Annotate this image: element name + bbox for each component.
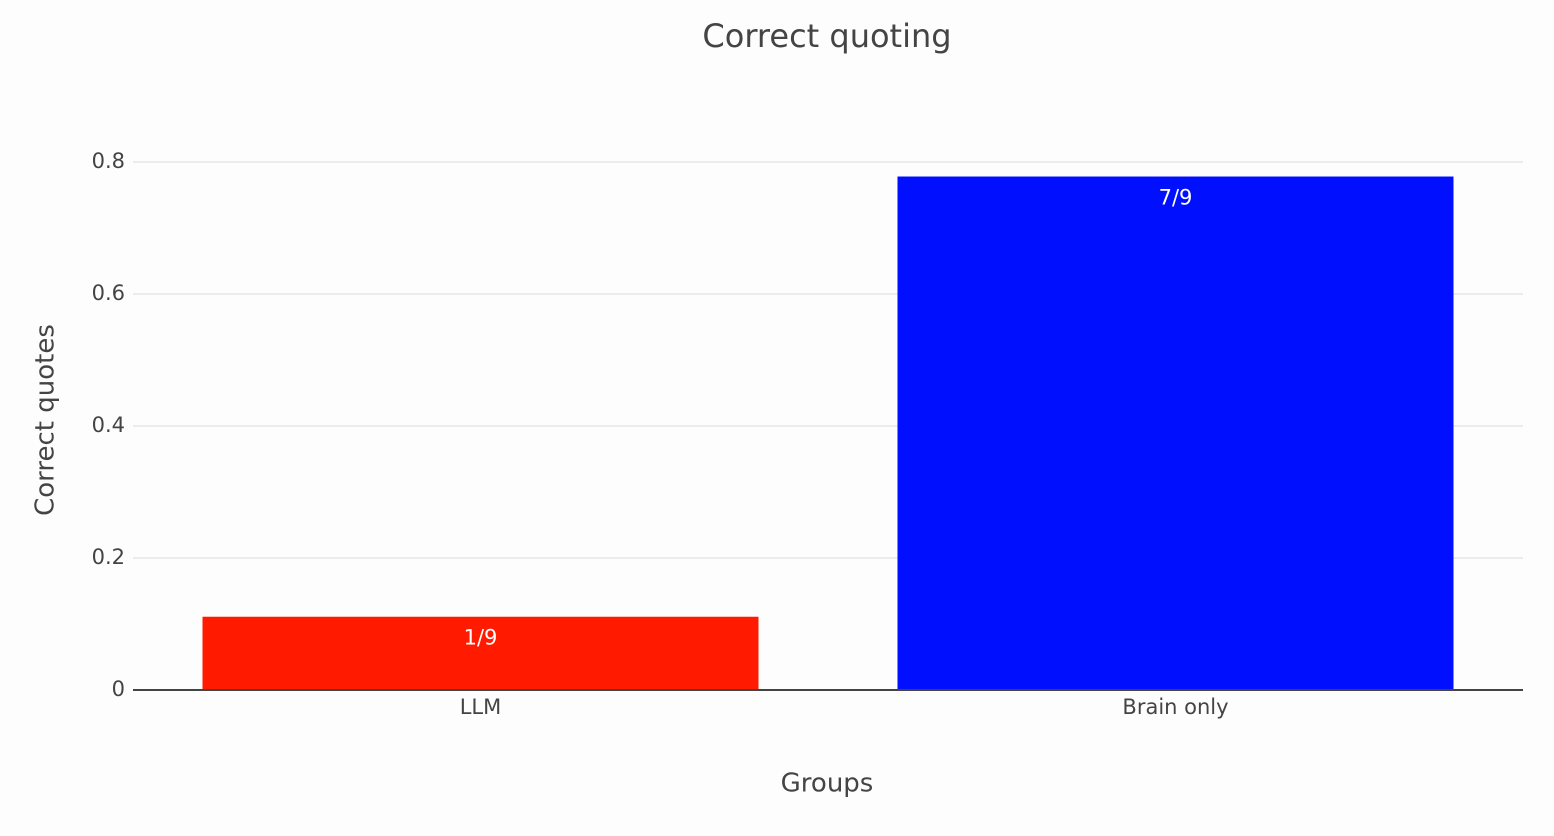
bar: [897, 176, 1454, 690]
bar: [202, 616, 759, 690]
chart-title: Correct quoting: [702, 17, 951, 55]
y-tick-label: 0: [112, 677, 125, 701]
y-tick-label: 0.2: [92, 545, 125, 569]
value-label: 1/9: [464, 626, 498, 650]
y-axis-title: Correct quotes: [31, 324, 61, 516]
value-label: 7/9: [1159, 186, 1193, 210]
x-axis-title: Groups: [781, 769, 874, 799]
y-tick-label: 0.6: [92, 281, 125, 305]
y-tick-label: 0.8: [92, 149, 125, 173]
y-tick-label: 0.4: [92, 413, 125, 437]
x-tick-label: LLM: [460, 695, 502, 719]
x-tick-label: Brain only: [1122, 695, 1228, 719]
